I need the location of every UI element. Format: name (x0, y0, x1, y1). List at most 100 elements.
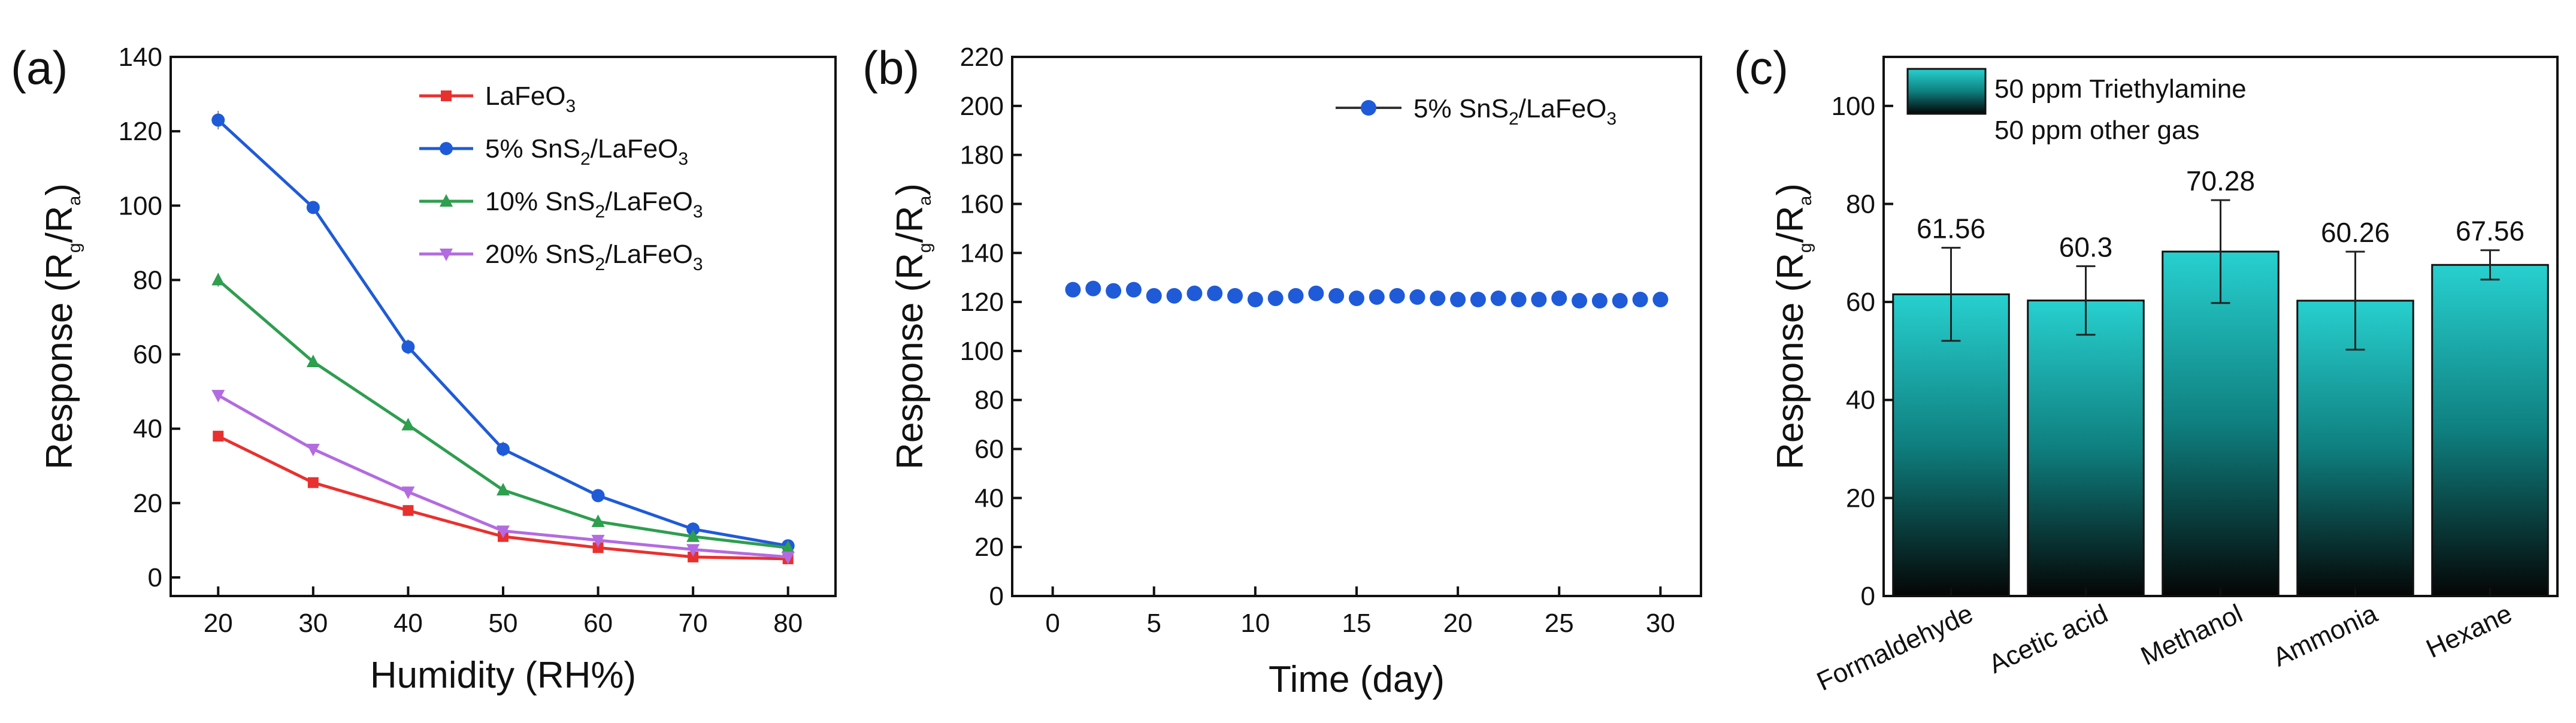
a-xtick-label: 20 (204, 609, 233, 638)
series-3-point (401, 486, 415, 500)
bar-group-3: 60.26 (2296, 217, 2414, 597)
panel-c-label: (c) (1734, 41, 1788, 94)
bar-4 (2431, 264, 2549, 597)
series-1-point (306, 201, 320, 214)
b-ytick-label: 100 (960, 337, 1004, 366)
panel-c-y-ticks: 0 20 40 60 80 100 (1832, 92, 1893, 611)
bar-2 (2162, 250, 2280, 597)
bar-group-2: 70.28 (2162, 165, 2280, 597)
series-0-point (307, 477, 319, 488)
series-point (1065, 282, 1081, 298)
c-ytick-label: 40 (1846, 386, 1875, 415)
series-1-point (401, 340, 415, 354)
series-2-point (306, 354, 320, 367)
b-ytick-label: 140 (960, 238, 1004, 268)
series-point (1166, 288, 1182, 304)
b-ytick-label: 180 (960, 141, 1004, 170)
b-ytick-label: 220 (960, 43, 1004, 72)
legend-0-label: LaFeO3 (485, 81, 576, 116)
series-2-point (497, 483, 510, 496)
series-point (1349, 290, 1364, 306)
bar-1-value-label: 60.3 (2059, 231, 2113, 262)
series-point (1288, 288, 1304, 304)
series-point (1267, 290, 1284, 306)
legend-0-marker (441, 90, 452, 101)
legend-2-label: 10% SnS2/LaFeO3 (485, 187, 703, 222)
series-1-point (211, 113, 225, 127)
b-xtick-label: 30 (1646, 609, 1675, 638)
series-2-point (781, 540, 795, 553)
panel-b-y-ticks: 0 20 40 60 80 100 120 140 160 180 200 220 (960, 43, 1022, 611)
bar-3-value-label: 60.26 (2321, 217, 2390, 248)
a-xtick-label: 30 (298, 609, 328, 638)
series-0-point (213, 431, 224, 442)
bar-1 (2027, 300, 2145, 597)
panel-b-legend: 5% SnS2/LaFeO3 (1336, 94, 1617, 129)
panel-a-label: (a) (11, 41, 68, 94)
category-1-label: Acetic acid (1984, 599, 2112, 679)
b-ytick-label: 40 (974, 483, 1004, 513)
series-3-point (781, 551, 795, 564)
series-3-point (591, 534, 605, 547)
series-3-point (497, 525, 510, 539)
panel-c-legend: 50 ppm Triethylamine 50 ppm other gas (1906, 68, 2247, 145)
series-point (1632, 292, 1648, 307)
category-0-label: Formaldehyde (1812, 599, 1978, 697)
legend-swatch (1906, 68, 1987, 115)
panel-b-series (1065, 280, 1669, 309)
series-3-point (211, 389, 225, 403)
panel-b-x-label: Time (day) (1269, 659, 1445, 700)
b-ytick-label: 0 (989, 582, 1004, 611)
series-point (1146, 288, 1162, 304)
panel-b-x-ticks: 0 5 10 15 20 25 30 (1045, 586, 1675, 638)
series-point (1369, 289, 1385, 305)
panel-b: (b) 0 20 40 60 80 100 120 140 160 180 200 220 0 5 10 1… (862, 41, 1702, 700)
panel-a: (a) 0 20 40 60 80 100 120 140 20 30 40 50 60 70 80 Hu… (11, 41, 837, 696)
series-point (1106, 283, 1122, 299)
series-point (1125, 282, 1142, 298)
series-point (1085, 280, 1101, 297)
a-xtick-label: 80 (773, 609, 803, 638)
series-point (1531, 292, 1547, 307)
bar-0 (1892, 293, 2010, 597)
b-xtick-label: 20 (1443, 609, 1473, 638)
legend-3-label: 20% SnS2/LaFeO3 (485, 240, 703, 274)
series-1-point (497, 442, 510, 456)
series-0-point (592, 542, 604, 553)
c-ytick-label: 100 (1832, 92, 1875, 121)
a-xtick-label: 60 (583, 609, 613, 638)
legend-3-marker (440, 249, 453, 261)
legend-1-label: 5% SnS2/LaFeO3 (485, 134, 688, 169)
a-ytick-label: 0 (148, 563, 162, 592)
series-3-point (686, 544, 700, 557)
b-ytick-label: 120 (960, 288, 1004, 317)
series-point (1247, 292, 1263, 307)
panel-b-y-label: Response (Rg/Ra) (889, 183, 935, 470)
series-point (1430, 290, 1446, 306)
series-2-point (211, 273, 225, 286)
category-2-label: Methanol (2136, 599, 2247, 671)
panel-c-y-label: Response (Rg/Ra) (1770, 183, 1815, 470)
legend-label-1: 50 ppm other gas (1994, 116, 2199, 145)
a-ytick-label: 20 (133, 489, 162, 518)
a-xtick-label: 50 (489, 609, 518, 638)
series-1-point (686, 522, 700, 536)
category-4-label: Hexane (2422, 599, 2517, 664)
series-point (1409, 289, 1425, 305)
series-point (1591, 293, 1608, 309)
b-ytick-label: 200 (960, 92, 1004, 121)
bar-group-0: 61.56 (1892, 213, 2010, 597)
panel-c-categories: Formaldehyde Acetic acid Methanol Ammonia He… (1812, 588, 2517, 697)
series-2-point (591, 514, 605, 527)
panel-a-series (211, 111, 795, 564)
panel-a-x-label: Humidity (RH%) (370, 655, 636, 696)
bar-2-value-label: 70.28 (2186, 165, 2255, 196)
panel-a-x-ticks: 20 30 40 50 60 70 80 (204, 586, 803, 638)
b-xtick-label: 0 (1045, 609, 1060, 638)
legend-1-marker (440, 142, 453, 155)
legend-label: 5% SnS2/LaFeO3 (1413, 94, 1617, 129)
a-ytick-label: 40 (133, 415, 162, 444)
series-0-point (688, 551, 699, 562)
panel-a-y-label: Response (Rg/Ra) (39, 183, 84, 470)
